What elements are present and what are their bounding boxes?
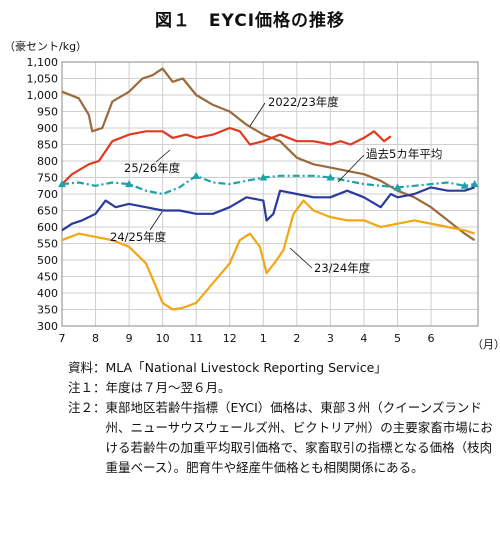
chart-title: 図１ EYCI価格の推移 bbox=[154, 11, 346, 31]
label-leader-line bbox=[155, 149, 171, 163]
y-tick-label: 750 bbox=[37, 172, 58, 185]
y-tick-label: 950 bbox=[37, 106, 58, 119]
series-marker bbox=[393, 183, 402, 191]
y-tick-label: 700 bbox=[37, 188, 58, 201]
y-tick-label: 550 bbox=[37, 238, 58, 251]
y-tick-label: 400 bbox=[37, 287, 58, 300]
x-tick-label: 12 bbox=[223, 332, 237, 345]
note-2: 注２： 東部地区若齢牛指標（EYCI）価格は、東部３州（クイーンズランド州、ニュ… bbox=[68, 398, 496, 478]
note-source-head: 資料： bbox=[68, 360, 106, 375]
series-label: 2022/23年度 bbox=[268, 95, 339, 109]
note-2-text: 東部地区若齢牛指標（EYCI）価格は、東部３州（クイーンズランド州、ニューサウス… bbox=[105, 400, 493, 475]
x-tick-label: 8 bbox=[92, 332, 99, 345]
y-tick-label: 1,000 bbox=[27, 89, 59, 102]
series-label: 23/24年度 bbox=[314, 261, 371, 275]
x-tick-label: 11 bbox=[189, 332, 203, 345]
series-marker bbox=[326, 173, 335, 181]
series-marker bbox=[460, 181, 469, 189]
note-1-head: 注１： bbox=[68, 380, 106, 395]
series-marker bbox=[58, 180, 66, 188]
x-tick-label: 1 bbox=[260, 332, 267, 345]
series-label: 25/26年度 bbox=[124, 161, 181, 175]
note-source: 資料： MLA「National Livestock Reporting Ser… bbox=[68, 358, 496, 378]
x-tick-label: 6 bbox=[428, 332, 435, 345]
note-1-text: 年度は７月～翌６月。 bbox=[105, 380, 231, 395]
x-axis-unit: （月） bbox=[472, 338, 500, 351]
x-tick-label: 5 bbox=[394, 332, 401, 345]
series-line-0 bbox=[61, 67, 476, 242]
label-leader-line bbox=[337, 154, 365, 183]
note-source-text: MLA「National Livestock Reporting Service… bbox=[105, 360, 387, 375]
series-marker bbox=[192, 171, 201, 179]
series-marker bbox=[259, 173, 268, 181]
y-tick-label: 500 bbox=[37, 254, 58, 267]
y-tick-label: 600 bbox=[37, 221, 58, 234]
y-tick-label: 350 bbox=[37, 304, 58, 317]
y-tick-label: 900 bbox=[37, 122, 58, 135]
x-tick-label: 7 bbox=[59, 332, 66, 345]
y-tick-label: 650 bbox=[37, 205, 58, 218]
y-tick-label: 450 bbox=[37, 271, 58, 284]
x-tick-label: 2 bbox=[293, 332, 300, 345]
x-tick-label: 3 bbox=[327, 332, 334, 345]
series-line-1 bbox=[61, 126, 392, 185]
x-tick-label: 4 bbox=[360, 332, 367, 345]
note-2-head: 注２： bbox=[68, 400, 106, 415]
plot-frame bbox=[61, 61, 479, 327]
series-marker bbox=[125, 180, 134, 188]
label-leader-line bbox=[289, 247, 313, 269]
label-leader-line bbox=[149, 211, 163, 231]
series-line-2 bbox=[61, 174, 475, 196]
y-tick-label: 1,050 bbox=[27, 73, 59, 86]
y-tick-label: 1,100 bbox=[27, 56, 59, 69]
x-tick-label: 10 bbox=[156, 332, 170, 345]
series-line-4 bbox=[61, 199, 475, 311]
series-marker bbox=[470, 180, 479, 188]
y-tick-label: 800 bbox=[37, 155, 58, 168]
notes-section: 資料： MLA「National Livestock Reporting Ser… bbox=[68, 358, 496, 478]
series-label: 24/25年度 bbox=[110, 230, 167, 244]
note-1: 注１： 年度は７月～翌６月。 bbox=[68, 378, 496, 398]
series-label: 過去5カ年平均 bbox=[366, 147, 442, 161]
y-axis-unit: （豪セント/kg） bbox=[4, 40, 88, 53]
y-tick-label: 300 bbox=[37, 320, 58, 333]
label-leader-line bbox=[249, 102, 266, 127]
series-line-3 bbox=[61, 186, 475, 232]
y-tick-label: 850 bbox=[37, 139, 58, 152]
x-tick-label: 9 bbox=[126, 332, 133, 345]
